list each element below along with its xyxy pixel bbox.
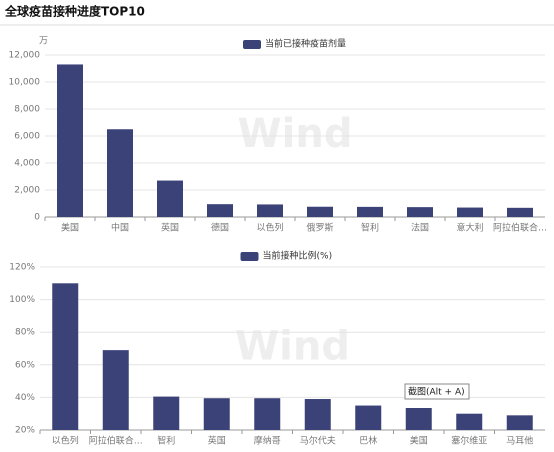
x-tick-label: 阿拉伯联合… [493,222,547,234]
bar [456,413,483,430]
bar [407,207,433,217]
bar [507,207,533,217]
y-tick-label: 100% [9,295,35,305]
x-tick-label: 摩纳哥 [254,435,281,447]
bar [102,350,129,430]
x-tick-label: 美国 [61,222,79,234]
y-tick-label: 0 [34,213,40,223]
tooltip-box [404,383,470,400]
bar [355,405,382,430]
y-tick-label: 6,000 [14,132,40,142]
y-tick-label: 12,000 [9,51,41,61]
legend-swatch [243,40,261,49]
bar [405,407,432,430]
x-tick-label: 意大利 [456,222,483,234]
bar [52,283,79,430]
y-tick-label: 8,000 [14,105,40,115]
bar [457,207,483,217]
x-tick-label: 马尔代夫 [300,435,336,447]
y-tick-label: 10,000 [9,78,41,88]
x-tick-label: 美国 [410,435,428,447]
y-tick-label: 80% [15,328,35,338]
x-tick-label: 英国 [208,435,226,447]
x-tick-label: 以色列 [52,435,79,447]
bar [257,204,283,217]
x-tick-label: 阿拉伯联合… [89,435,143,447]
bar [304,399,331,430]
y-tick-label: 40% [15,393,35,403]
legend-label: 当前已接种疫苗剂量 [265,38,346,50]
bar [153,396,180,430]
bar [506,415,533,430]
y-unit: 万 [39,37,48,47]
bar [307,206,333,217]
bar [157,180,183,217]
page-title: 全球疫苗接种进度TOP10 [4,4,145,19]
x-tick-label: 巴林 [359,435,377,447]
x-tick-label: 德国 [211,222,229,234]
x-tick-label: 马耳他 [506,435,533,447]
bar [57,64,83,217]
y-tick-label: 60% [15,360,35,370]
bar [107,129,133,217]
x-tick-label: 法国 [411,222,429,234]
x-tick-label: 塞尔维亚 [451,435,487,447]
x-tick-label: 智利 [361,222,379,234]
bar [254,398,281,430]
x-tick-label: 英国 [161,222,179,234]
legend-label: 当前接种比例(%) [263,250,333,262]
y-tick-label: 2,000 [14,186,40,196]
x-tick-label: 中国 [111,222,129,234]
watermark: Wind [238,111,353,157]
y-tick-label: 4,000 [14,159,40,169]
bar [357,206,383,217]
watermark: Wind [235,324,350,370]
x-tick-label: 俄罗斯 [306,222,333,234]
x-tick-label: 以色列 [256,222,283,234]
y-tick-label: 120% [9,263,35,273]
bar [203,398,230,430]
legend-swatch [240,252,259,261]
x-tick-label: 智利 [157,435,175,447]
tooltip: 截图(Alt + A) [408,386,465,398]
y-tick-label: 20% [15,426,35,436]
bar [207,204,233,217]
